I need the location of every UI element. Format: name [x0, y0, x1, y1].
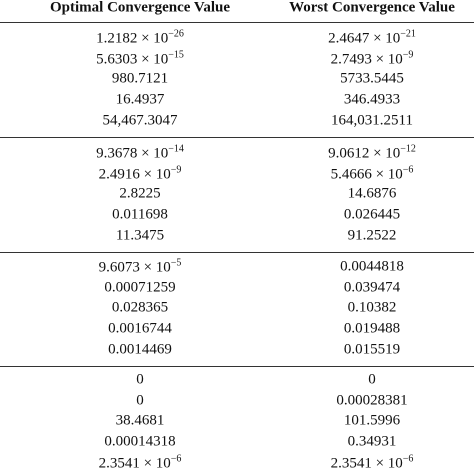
cell-text: 346.4933 — [343, 91, 401, 108]
cell-text: 164,031.2511 — [331, 112, 413, 129]
cell-text: 9.6073 × 10 — [98, 259, 171, 276]
table-cell: 0.34931 — [347, 433, 397, 450]
table-cell: 1.2182 × 10−26 — [96, 28, 184, 47]
cell-text: 2.8225 — [119, 185, 161, 202]
cell-text: 2.7493 × 10 — [330, 51, 403, 68]
cell-text: 11.3475 — [115, 227, 165, 244]
cell-text: 54,467.3047 — [102, 112, 178, 129]
cell-text: 2.4647 × 10 — [328, 30, 401, 47]
cell-text: 0.00014318 — [104, 433, 176, 450]
cell-text: 0.011698 — [112, 206, 168, 223]
exponent: −15 — [168, 49, 184, 61]
cell-text: 2.4916 × 10 — [98, 166, 171, 183]
table-cell: 38.4681 — [115, 412, 165, 429]
cell-text: 5733.5445 — [340, 70, 404, 87]
cell-text: 0.34931 — [347, 433, 397, 450]
cell-text: 0.019488 — [343, 320, 401, 337]
table-cell: 2.3541 × 10−6 — [331, 454, 414, 471]
cell-text: 0.0014469 — [108, 341, 172, 358]
exponent: −6 — [170, 453, 182, 465]
table-cell: 5.6303 × 10−15 — [96, 50, 184, 67]
cell-text: 0.015519 — [343, 341, 401, 358]
cell-text: 2.3541 × 10 — [330, 455, 403, 472]
exponent: −21 — [400, 28, 416, 40]
table-cell: 16.4937 — [115, 91, 165, 108]
table-cell: 0.00071259 — [104, 280, 175, 295]
cell-text: 0 — [368, 371, 376, 388]
table-cell: 0 — [136, 393, 144, 408]
cell-text: 9.0612 × 10 — [328, 145, 401, 162]
cell-text: 0 — [136, 392, 144, 409]
table-cell: 164,031.2511 — [331, 113, 413, 128]
table-cell: 0.039474 — [344, 280, 400, 295]
rule — [0, 366, 474, 367]
cell-text: 0.00071259 — [104, 279, 176, 296]
cell-text: 5.4666 × 10 — [330, 166, 403, 183]
table-cell: 11.3475 — [116, 228, 164, 243]
cell-text: 0.0044818 — [340, 258, 404, 275]
table-cell: 9.0612 × 10−12 — [328, 143, 416, 162]
column-header: Worst Convergence Value — [289, 0, 455, 16]
cell-text: 0.026445 — [343, 206, 401, 223]
cell-text: 38.4681 — [115, 412, 165, 429]
table-cell: 2.4916 × 10−9 — [99, 165, 182, 182]
table-cell: 54,467.3047 — [103, 113, 178, 128]
table-cell: 5733.5445 — [340, 70, 404, 87]
cell-text: 980.7121 — [111, 70, 169, 87]
table-cell: 9.3678 × 10−14 — [96, 143, 184, 162]
table-cell: 0 — [368, 371, 376, 388]
cell-text: 16.4937 — [115, 91, 165, 108]
table-cell: 14.6876 — [347, 185, 397, 202]
exponent: −26 — [168, 28, 184, 40]
table-cell: 2.7493 × 10−9 — [331, 50, 414, 67]
cell-text: 0.10382 — [347, 299, 397, 316]
table-cell: 9.6073 × 10−5 — [98, 257, 182, 276]
table-cell: 346.4933 — [343, 91, 401, 108]
cell-text: 0.039474 — [343, 279, 401, 296]
table-cell: 101.5996 — [343, 412, 401, 429]
table-cell: 0.026445 — [343, 206, 401, 223]
table-cell: 2.4647 × 10−21 — [328, 28, 416, 47]
exponent: −6 — [402, 453, 414, 465]
exponent: −6 — [402, 164, 414, 176]
table-cell: 2.3541 × 10−6 — [99, 454, 182, 471]
table-cell: 2.8225 — [119, 185, 161, 202]
cell-text: 91.2522 — [347, 227, 397, 244]
cell-text: 14.6876 — [347, 185, 397, 202]
cell-text: 0 — [136, 371, 144, 388]
table-cell: 0.011698 — [112, 206, 168, 223]
table-cell: 91.2522 — [348, 228, 397, 243]
exponent: −14 — [168, 143, 184, 155]
exponent: −12 — [400, 143, 416, 155]
table-cell: 0.028365 — [111, 299, 169, 316]
cell-text: 2.3541 × 10 — [98, 455, 171, 472]
rule — [0, 252, 474, 253]
cell-text: 0.0016744 — [108, 320, 172, 337]
rule — [0, 22, 474, 23]
cell-text: 0.00028381 — [336, 392, 408, 409]
table-cell: 0.00014318 — [104, 433, 176, 450]
cell-text: 5.6303 × 10 — [96, 51, 169, 68]
cell-text: 101.5996 — [343, 412, 401, 429]
rule — [0, 137, 474, 138]
table-cell: 0.00028381 — [336, 393, 407, 408]
table-cell: 0.0016744 — [108, 320, 172, 337]
table-cell: 0 — [136, 371, 144, 388]
table-cell: 0.015519 — [344, 342, 400, 357]
exponent: −9 — [402, 49, 414, 61]
table-cell: 0.019488 — [343, 320, 401, 337]
cell-text: 9.3678 × 10 — [96, 145, 169, 162]
column-header: Optimal Convergence Value — [50, 0, 230, 16]
table-cell: 0.10382 — [347, 299, 397, 316]
table-cell: 0.0044818 — [340, 258, 404, 275]
exponent: −5 — [170, 257, 182, 269]
table-cell: 0.0014469 — [108, 342, 172, 357]
cell-text: 0.028365 — [111, 299, 169, 316]
table-cell: 5.4666 × 10−6 — [331, 165, 414, 182]
cell-text: 1.2182 × 10 — [96, 30, 169, 47]
exponent: −9 — [170, 164, 182, 176]
table-cell: 980.7121 — [111, 70, 169, 87]
